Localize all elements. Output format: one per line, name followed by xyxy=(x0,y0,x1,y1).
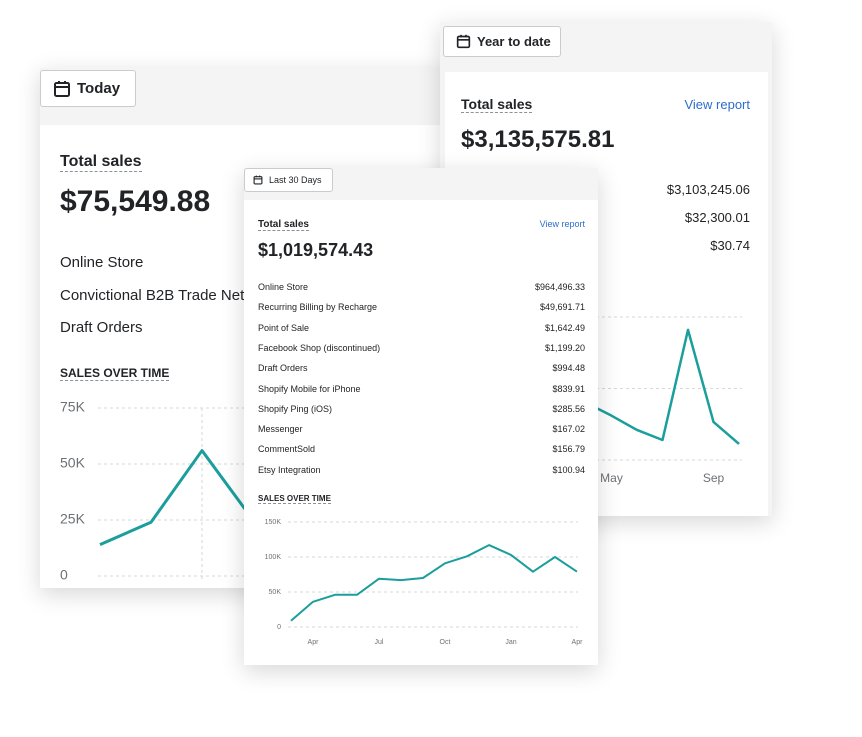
calendar-icon xyxy=(253,175,263,185)
view-report-link[interactable]: View report xyxy=(684,97,750,112)
row-value: $3,103,245.06 xyxy=(666,182,750,197)
y-tick-label: 25K xyxy=(60,511,86,527)
row-label: Etsy Integration xyxy=(258,464,321,475)
row-label: Messenger xyxy=(258,424,303,435)
calendar-icon xyxy=(456,34,471,49)
card-title: Total sales xyxy=(258,219,309,231)
row-label: Facebook Shop (discontinued) xyxy=(258,342,381,353)
row-label: Recurring Billing by Recharge xyxy=(258,302,378,313)
row-label: Online Store xyxy=(258,282,309,292)
y-tick-label: 100K xyxy=(265,554,282,561)
x-tick-label: Apr xyxy=(308,639,320,646)
calendar-icon xyxy=(54,80,70,97)
tab-label: Last 30 Days xyxy=(269,175,322,185)
row-value: $100.94 xyxy=(552,464,585,475)
row-label: CommentSold xyxy=(258,444,316,455)
row-value: $964,496.33 xyxy=(534,282,585,292)
sales-line xyxy=(99,449,255,547)
chart-title: SALES OVER TIME xyxy=(258,494,331,504)
y-tick-label: 0 xyxy=(277,624,281,631)
last-30-card: Last 30 Days Total sales View report $1,… xyxy=(244,168,598,665)
row-value: $156.79 xyxy=(552,444,585,455)
date-tab[interactable]: Last 30 Days xyxy=(244,168,333,192)
tab-label: Today xyxy=(77,80,121,97)
y-tick-label: 75K xyxy=(60,399,86,415)
x-tick-label: May xyxy=(600,471,623,485)
row-label: Convictional B2B Trade Net xyxy=(60,286,245,304)
x-tick-label: Apr xyxy=(572,639,584,646)
x-tick-label: Jan xyxy=(505,639,516,646)
card-title: Total sales xyxy=(60,153,142,172)
view-report-link[interactable]: View report xyxy=(539,219,585,229)
row-label: Shopify Mobile for iPhone xyxy=(258,383,361,394)
row-value: $1,642.49 xyxy=(544,322,585,333)
sales-chart: 0 50K 100K 150K Apr Jul Oct Jan Apr xyxy=(265,519,584,646)
row-value: $1,199.20 xyxy=(544,342,585,353)
total: $3,135,575.81 xyxy=(461,126,615,153)
sales-line xyxy=(290,544,578,622)
x-tick-label: Jul xyxy=(375,639,384,646)
x-tick-label: Sep xyxy=(703,471,725,485)
row-value: $839.91 xyxy=(552,383,585,394)
row-value: $167.02 xyxy=(552,424,585,435)
date-tab[interactable]: Today xyxy=(40,70,136,107)
y-tick-label: 50K xyxy=(269,589,282,596)
x-tick-label: Oct xyxy=(440,639,451,646)
date-tab[interactable]: Year to date xyxy=(443,26,561,57)
row-label: Draft Orders xyxy=(60,319,143,336)
row-label: Point of Sale xyxy=(258,322,310,333)
row-label: Draft Orders xyxy=(258,363,308,374)
y-tick-label: 150K xyxy=(265,519,282,526)
row-value: $994.48 xyxy=(552,363,585,374)
total: $75,549.88 xyxy=(60,185,211,218)
row-value: $30.74 xyxy=(710,238,750,253)
row-value: $32,300.01 xyxy=(684,210,750,225)
row-value: $285.56 xyxy=(552,403,585,414)
tab-label: Year to date xyxy=(477,34,551,49)
card-title: Total sales xyxy=(461,96,533,113)
row-label: Online Store xyxy=(60,254,144,271)
card-body xyxy=(244,200,598,665)
row-value: $49,691.71 xyxy=(539,302,585,313)
y-tick-label: 0 xyxy=(60,567,68,583)
total: $1,019,574.43 xyxy=(258,240,374,260)
chart-title: SALES OVER TIME xyxy=(60,366,170,381)
row-label: Shopify Ping (iOS) xyxy=(258,403,333,414)
y-tick-label: 50K xyxy=(60,455,86,471)
sales-line xyxy=(585,328,740,445)
